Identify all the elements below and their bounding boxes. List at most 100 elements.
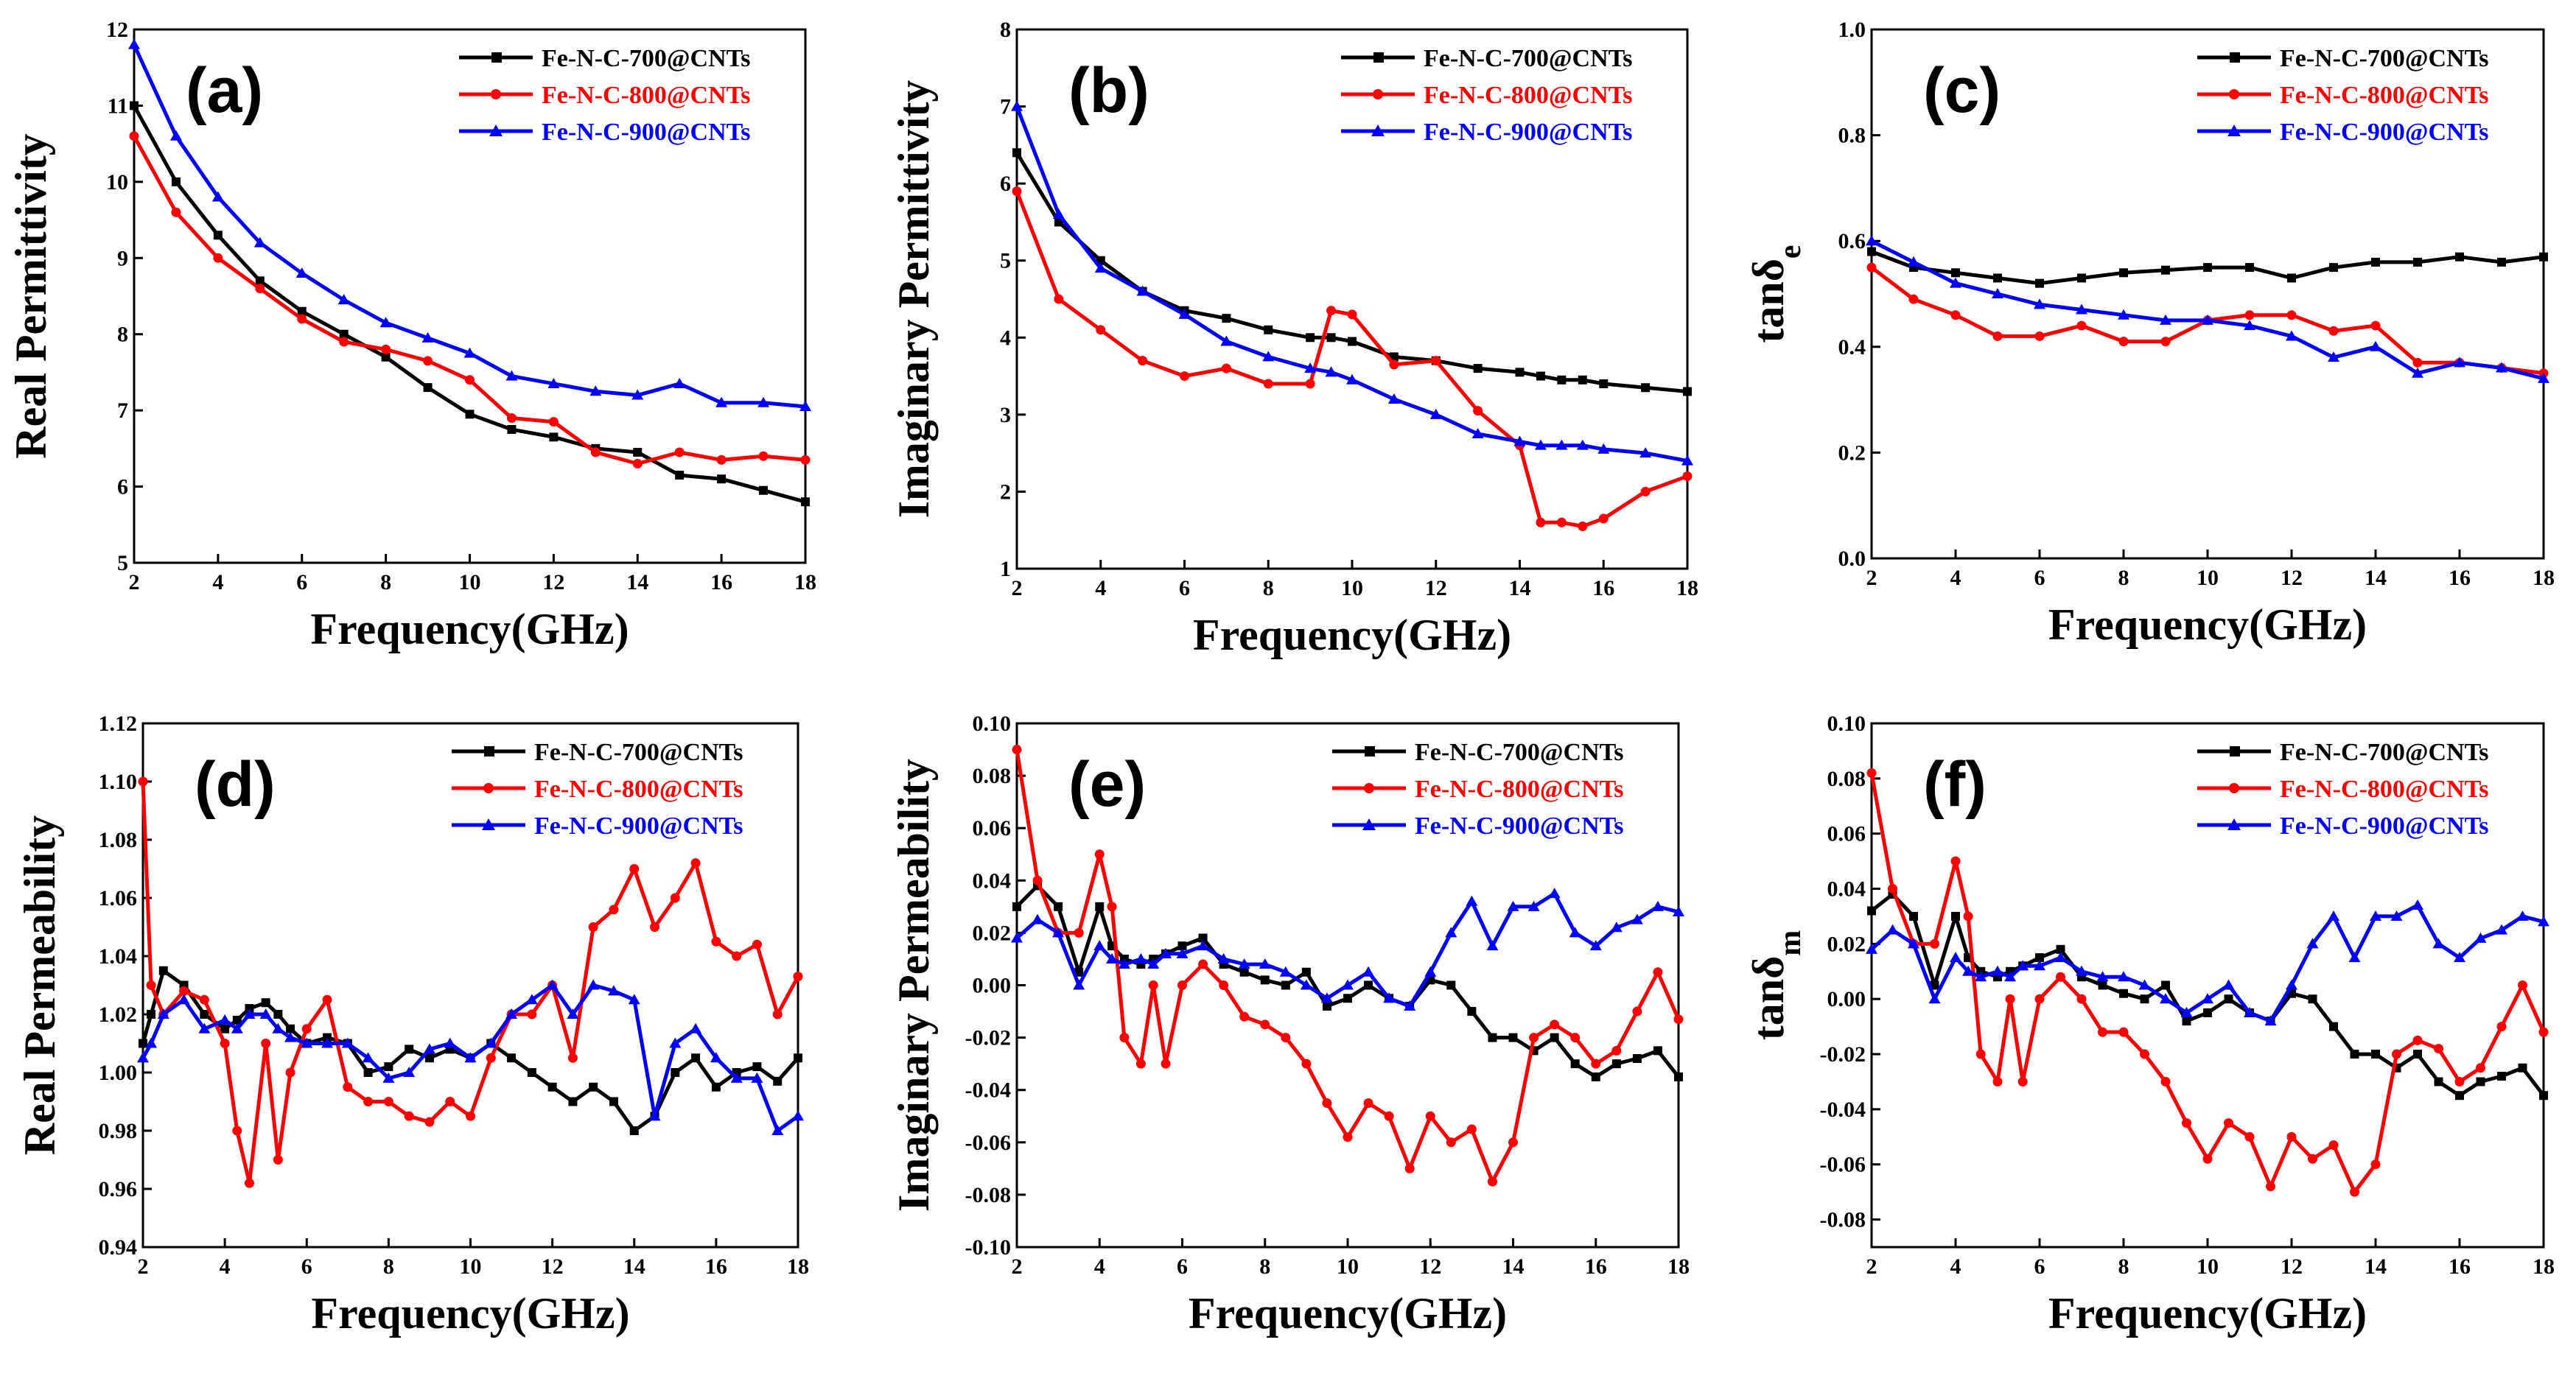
- data-point: [1611, 1045, 1622, 1056]
- data-point: [507, 1053, 517, 1063]
- data-point: [2203, 1008, 2212, 1017]
- x-tick-label: 14: [2365, 1254, 2387, 1279]
- legend-marker: [2230, 746, 2240, 757]
- data-point: [794, 1053, 802, 1063]
- data-point: [2455, 252, 2464, 261]
- legend-marker: [2227, 124, 2241, 136]
- y-tick-label: 0.0: [1838, 547, 1866, 571]
- legend-entry: Fe-N-C-900@CNTs: [2197, 119, 2488, 146]
- data-point: [2160, 314, 2171, 325]
- data-point: [1466, 1124, 1477, 1134]
- series-Fe-N-C-900@CNTs: [1011, 100, 1693, 466]
- data-point: [2328, 910, 2339, 921]
- data-point: [1471, 428, 1484, 438]
- data-point: [1598, 513, 1609, 524]
- data-point: [139, 1039, 147, 1048]
- panel-d: 2 4 6 8 10 12 14 16 18 0.94 0.96 0.98 1.00 1.02 1.04 1.…: [15, 712, 809, 1338]
- data-point: [2454, 357, 2465, 368]
- data-point: [2034, 960, 2045, 971]
- data-point: [690, 1022, 702, 1033]
- data-point: [1074, 967, 1084, 977]
- data-point: [1148, 980, 1158, 990]
- y-tick-label: 1.06: [99, 886, 138, 910]
- data-point: [1424, 966, 1437, 977]
- data-point: [1326, 306, 1337, 316]
- data-point: [1238, 958, 1250, 969]
- data-point: [2329, 263, 2338, 273]
- series-Fe-N-C-700@CNTs: [139, 966, 802, 1135]
- x-tick-label: 12: [1419, 1254, 1441, 1279]
- data-point: [1222, 314, 1231, 323]
- data-point: [1576, 439, 1589, 450]
- data-point: [2118, 309, 2129, 320]
- data-point: [200, 1010, 209, 1019]
- x-tick-label: 8: [2118, 566, 2129, 590]
- data-point: [2539, 1091, 2548, 1101]
- legend-marker: [1373, 89, 1383, 99]
- legend-entry: Fe-N-C-700@CNTs: [2197, 739, 2488, 766]
- series-line: [141, 781, 800, 1185]
- data-point: [424, 1053, 434, 1063]
- data-point: [2328, 1140, 2339, 1151]
- legend-entry: Fe-N-C-900@CNTs: [2197, 812, 2488, 840]
- data-point: [1306, 333, 1315, 343]
- data-point: [2432, 938, 2445, 949]
- data-point: [799, 400, 811, 411]
- data-point: [339, 329, 349, 339]
- data-point: [1011, 100, 1023, 111]
- data-point: [1992, 288, 2003, 298]
- data-point: [1221, 363, 1231, 373]
- y-tick-label: 7: [117, 399, 128, 423]
- y-tick-label: 8: [117, 323, 128, 347]
- data-point: [2202, 314, 2213, 325]
- data-point: [1178, 308, 1191, 319]
- data-point: [1300, 979, 1312, 990]
- data-point: [1556, 517, 1567, 527]
- y-tick-label: 0.08: [973, 764, 1012, 788]
- data-point: [589, 1082, 598, 1092]
- data-point: [285, 1067, 295, 1078]
- data-point: [2538, 916, 2549, 927]
- y-tick-label: 0.00: [1827, 987, 1866, 1011]
- data-point: [243, 1008, 256, 1019]
- data-point: [1096, 325, 1106, 335]
- data-point: [629, 864, 640, 874]
- data-point: [2244, 320, 2255, 331]
- data-point: [1012, 148, 1021, 158]
- x-tick-label: 8: [380, 570, 391, 594]
- data-point: [589, 385, 602, 396]
- x-tick-label: 14: [1502, 1254, 1525, 1279]
- data-point: [548, 417, 559, 427]
- data-point: [2370, 340, 2381, 351]
- data-point: [1536, 371, 1545, 381]
- x-tick-label: 8: [383, 1254, 394, 1279]
- legend-marker: [2229, 783, 2239, 793]
- data-point: [2350, 1050, 2359, 1059]
- series-line: [1015, 105, 1688, 463]
- y-tick-label: 5: [1000, 249, 1011, 273]
- data-point: [273, 1010, 283, 1019]
- legend-entry: Fe-N-C-700@CNTs: [459, 45, 750, 72]
- legend-label: Fe-N-C-900@CNTs: [542, 119, 750, 146]
- data-point: [465, 410, 475, 419]
- data-point: [1682, 471, 1693, 482]
- data-point: [1305, 379, 1315, 389]
- y-tick-label: 2: [1000, 480, 1011, 504]
- panel-f: 2 4 6 8 10 12 14 16 18 -0.08 -0.06 -0.04 -0.02 0.00 0.…: [1744, 712, 2555, 1338]
- series-Fe-N-C-800@CNTs: [1012, 186, 1693, 531]
- data-point: [1536, 517, 1546, 527]
- data-point: [1322, 1001, 1331, 1011]
- data-point: [1052, 927, 1065, 938]
- y-axis-label: tanδm: [1744, 930, 1807, 1041]
- data-point: [2328, 326, 2339, 336]
- data-point: [648, 1110, 661, 1121]
- data-point: [1550, 1033, 1559, 1042]
- data-point: [2017, 960, 2029, 971]
- legend-entry: Fe-N-C-900@CNTs: [1341, 119, 1632, 146]
- y-tick-label: 1.08: [99, 828, 138, 852]
- data-point: [1239, 1011, 1250, 1022]
- panel-label: (c): [1923, 55, 2001, 126]
- data-point: [301, 1037, 313, 1048]
- series-line: [1870, 239, 2544, 381]
- data-point: [568, 1097, 578, 1106]
